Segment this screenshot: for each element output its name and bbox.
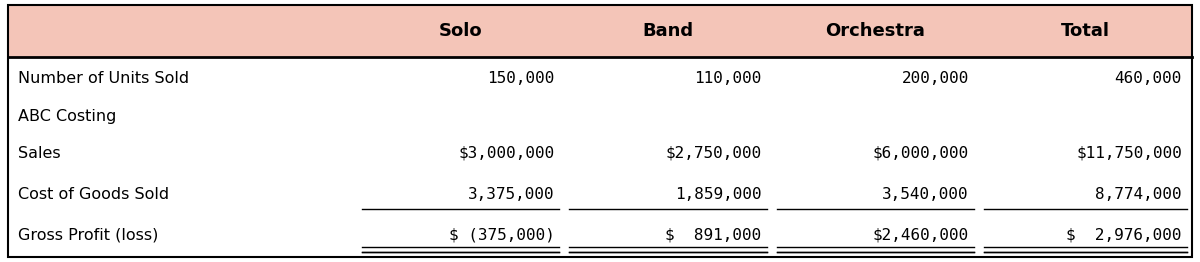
- Text: $6,000,000: $6,000,000: [872, 146, 968, 161]
- Text: Gross Profit (loss): Gross Profit (loss): [18, 228, 158, 243]
- Text: $2,460,000: $2,460,000: [872, 228, 968, 243]
- Text: $3,000,000: $3,000,000: [458, 146, 554, 161]
- Text: $2,750,000: $2,750,000: [666, 146, 762, 161]
- Text: Cost of Goods Sold: Cost of Goods Sold: [18, 187, 169, 202]
- Text: $  891,000: $ 891,000: [666, 228, 762, 243]
- Text: 8,774,000: 8,774,000: [1096, 187, 1182, 202]
- Text: $ (375,000): $ (375,000): [449, 228, 554, 243]
- Text: ABC Costing: ABC Costing: [18, 108, 116, 123]
- Text: 200,000: 200,000: [901, 71, 968, 86]
- Text: Number of Units Sold: Number of Units Sold: [18, 71, 190, 86]
- Text: $11,750,000: $11,750,000: [1076, 146, 1182, 161]
- Text: $  2,976,000: $ 2,976,000: [1067, 228, 1182, 243]
- Text: Orchestra: Orchestra: [826, 22, 925, 40]
- Text: Sales: Sales: [18, 146, 61, 161]
- Text: Total: Total: [1061, 22, 1110, 40]
- Text: 460,000: 460,000: [1115, 71, 1182, 86]
- Text: Solo: Solo: [439, 22, 482, 40]
- Bar: [8, 5, 1192, 57]
- Text: 3,540,000: 3,540,000: [882, 187, 968, 202]
- Text: 150,000: 150,000: [487, 71, 554, 86]
- Text: Band: Band: [642, 22, 694, 40]
- Text: 3,375,000: 3,375,000: [468, 187, 554, 202]
- Text: 110,000: 110,000: [695, 71, 762, 86]
- Text: 1,859,000: 1,859,000: [676, 187, 762, 202]
